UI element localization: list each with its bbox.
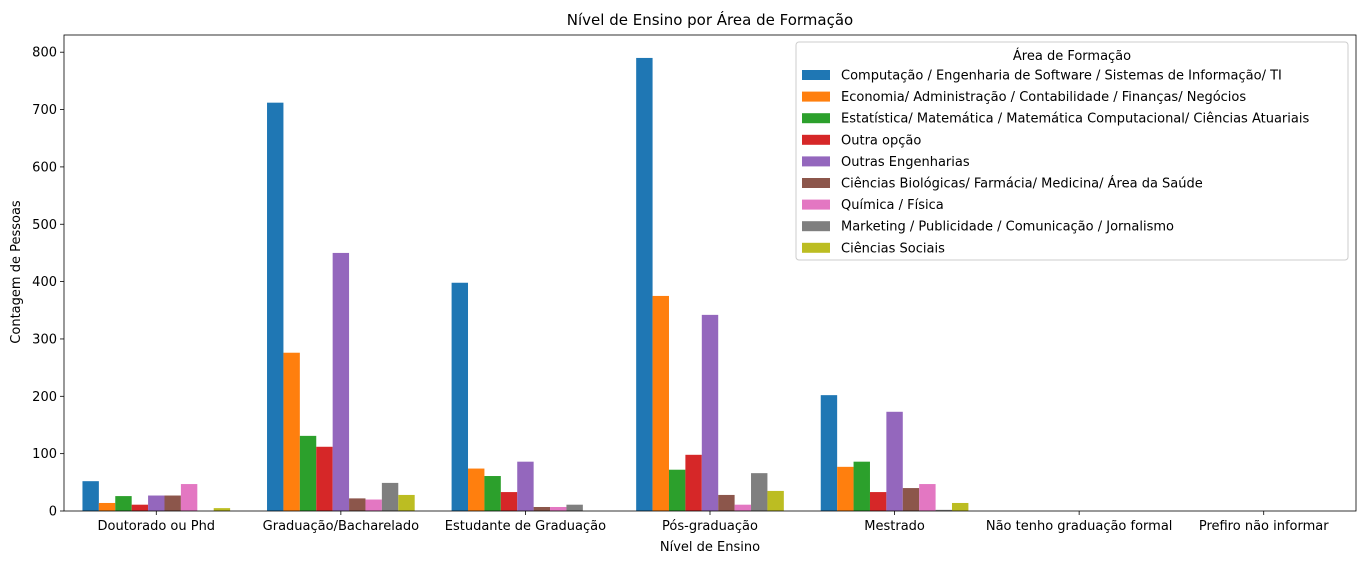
- bar: [484, 476, 501, 511]
- legend-label: Marketing / Publicidade / Comunicação / …: [841, 220, 1174, 235]
- bar: [951, 502, 969, 511]
- bar: [517, 461, 534, 511]
- x-tick-label: Pós-graduação: [662, 519, 758, 534]
- y-tick-label: 400: [32, 275, 57, 290]
- y-axis-title: Contagem de Pessoas: [9, 200, 24, 344]
- legend-label: Economia/ Administração / Contabilidade …: [841, 90, 1246, 105]
- x-axis-title: Nível de Ensino: [660, 540, 760, 555]
- bar: [365, 499, 382, 511]
- bar: [533, 506, 551, 511]
- bar: [919, 484, 936, 511]
- bar: [869, 492, 887, 511]
- legend-swatch: [802, 178, 830, 188]
- x-tick-label: Estudante de Graduação: [445, 519, 606, 534]
- bar: [451, 282, 469, 511]
- bar: [701, 314, 719, 511]
- bar: [668, 469, 686, 511]
- chart-title: Nível de Ensino por Área de Formação: [567, 10, 853, 29]
- bar: [566, 504, 583, 511]
- bar: [767, 490, 784, 511]
- bar: [316, 446, 333, 511]
- y-tick-label: 700: [32, 103, 57, 118]
- bar: [853, 461, 870, 511]
- legend-label: Estatística/ Matemática / Matemática Com…: [841, 112, 1309, 127]
- y-tick-label: 100: [32, 447, 57, 462]
- bar: [734, 504, 752, 511]
- x-tick-label: Mestrado: [864, 519, 925, 534]
- y-axis-ticks: 0 100 200 300 400 500 600 700 800: [32, 46, 64, 520]
- x-tick-label: Prefiro não informar: [1199, 519, 1329, 534]
- x-tick-label: Não tenho graduação formal: [986, 519, 1173, 534]
- legend-label: Outra opção: [841, 133, 921, 148]
- legend-label: Outras Engenharias: [841, 155, 970, 170]
- x-tick-label: Doutorado ou Phd: [98, 519, 216, 534]
- legend-swatch: [802, 156, 830, 167]
- y-tick-label: 600: [32, 160, 57, 175]
- bar: [718, 494, 735, 511]
- legend-title: Área de Formação: [1013, 48, 1131, 64]
- y-tick-label: 500: [32, 218, 57, 233]
- legend-swatch: [802, 221, 830, 232]
- bar: [500, 492, 518, 511]
- bar: [98, 502, 116, 511]
- bar: [283, 352, 300, 511]
- bar: [267, 102, 284, 512]
- bar: [131, 504, 149, 511]
- legend-label: Ciências Biológicas/ Farmácia/ Medicina/…: [841, 176, 1203, 192]
- x-tick-label: Graduação/Bacharelado: [263, 519, 419, 534]
- bar: [751, 473, 768, 511]
- y-tick-label: 300: [32, 332, 57, 347]
- legend-swatch: [802, 113, 830, 124]
- bar: [886, 411, 903, 511]
- bar: [299, 435, 317, 511]
- bar: [180, 484, 198, 511]
- bar: [837, 466, 854, 511]
- y-tick-label: 200: [32, 390, 57, 405]
- legend-label: Química / Física: [841, 198, 944, 213]
- y-tick-label: 800: [32, 46, 57, 61]
- bar: [82, 481, 99, 511]
- legend-swatch: [802, 199, 830, 210]
- legend-swatch: [802, 70, 830, 80]
- bar: [213, 508, 231, 511]
- bar: [148, 495, 165, 511]
- legend-swatch: [802, 134, 830, 145]
- bar: [652, 295, 669, 511]
- legend-items: Computação / Engenharia de Software / Si…: [802, 69, 1309, 256]
- bar: [935, 509, 952, 511]
- bar: [636, 57, 653, 511]
- bar: [398, 494, 415, 511]
- legend-label: Computação / Engenharia de Software / Si…: [841, 69, 1282, 84]
- legend-label: Ciências Sociais: [841, 241, 945, 256]
- bar: [332, 252, 350, 511]
- bar: [381, 482, 399, 511]
- bar: [820, 395, 838, 511]
- bar: [902, 488, 920, 511]
- bar: [685, 454, 702, 511]
- legend-box: [795, 41, 1349, 261]
- bar: [550, 506, 567, 511]
- bar: [349, 498, 366, 511]
- bar: [468, 468, 485, 511]
- x-axis-ticks: Doutorado ou Phd Graduação/Bacharelado Est…: [98, 511, 1329, 534]
- legend-swatch: [802, 242, 830, 253]
- bar: [115, 496, 132, 511]
- legend-swatch: [802, 91, 830, 102]
- bar: [164, 495, 181, 511]
- plot-area: [63, 34, 1357, 512]
- y-tick-label: 0: [49, 505, 57, 520]
- legend: Área de Formação Computação / Engenharia…: [795, 41, 1349, 261]
